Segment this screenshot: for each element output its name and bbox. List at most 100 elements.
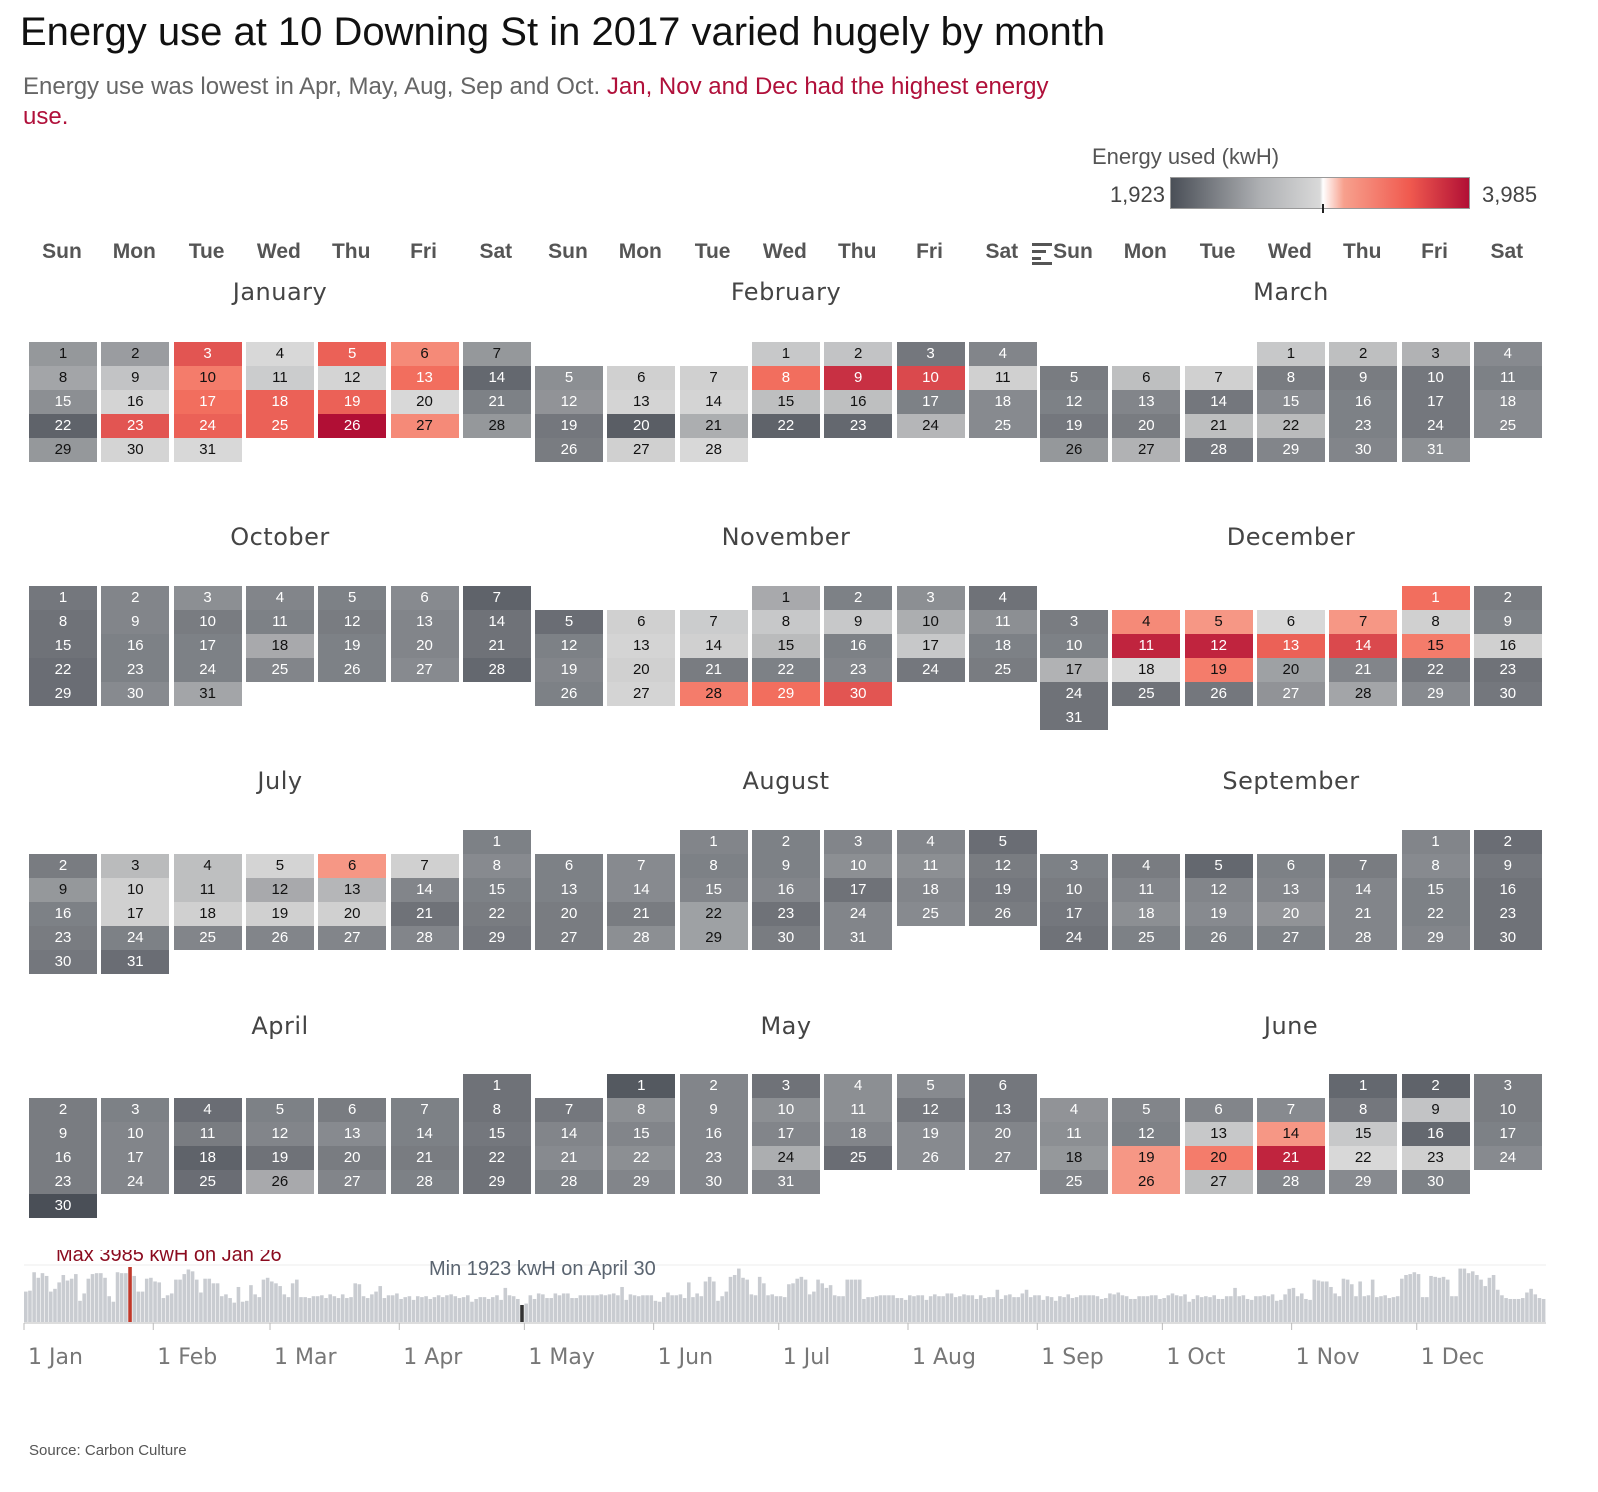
day-cell[interactable]: 4 [1473,342,1542,366]
timeline-bar[interactable] [1358,1281,1362,1322]
timeline-bar[interactable] [136,1291,141,1322]
timeline-bar[interactable] [378,1286,383,1322]
timeline-bar[interactable] [103,1277,107,1322]
day-cell[interactable]: 7 [679,366,748,390]
day-cell[interactable]: 23 [29,1170,97,1194]
timeline-bar[interactable] [645,1295,649,1322]
day-cell[interactable]: 20 [968,1122,1037,1146]
day-cell[interactable]: 15 [1401,878,1470,902]
day-cell[interactable]: 19 [318,634,387,658]
timeline-bar[interactable] [1454,1296,1458,1322]
timeline-bar[interactable] [1408,1274,1412,1322]
day-cell[interactable]: 24 [1401,414,1470,438]
day-cell[interactable]: 15 [607,1122,676,1146]
day-cell[interactable]: 16 [1329,390,1398,414]
timeline-bar[interactable] [566,1293,570,1322]
day-cell[interactable]: 4 [173,854,242,878]
timeline-bar[interactable] [624,1299,629,1322]
day-cell[interactable]: 21 [679,414,748,438]
timeline-bar[interactable] [966,1295,970,1322]
day-cell[interactable]: 23 [824,414,893,438]
timeline-bar[interactable] [1166,1295,1171,1322]
timeline-bar[interactable] [1270,1294,1275,1322]
timeline-bar[interactable] [1208,1297,1212,1322]
timeline-bar[interactable] [403,1297,408,1322]
timeline-bar[interactable] [1237,1296,1241,1322]
day-cell[interactable]: 26 [896,1146,965,1170]
timeline-bar[interactable] [937,1296,941,1322]
timeline-bar[interactable] [236,1286,241,1322]
timeline-bar[interactable] [491,1297,495,1322]
timeline-bar[interactable] [245,1300,249,1322]
timeline-bar[interactable] [295,1279,299,1322]
timeline-bar[interactable] [666,1292,670,1322]
timeline-bar[interactable] [424,1296,428,1322]
day-cell[interactable]: 17 [101,902,170,926]
day-cell[interactable]: 13 [390,366,459,390]
day-cell[interactable]: 11 [173,1122,242,1146]
day-cell[interactable]: 5 [968,830,1037,854]
timeline-bar[interactable] [603,1295,608,1322]
day-cell[interactable]: 25 [1473,414,1542,438]
day-cell[interactable]: 10 [1040,634,1108,658]
day-cell[interactable]: 17 [101,1146,170,1170]
day-cell[interactable]: 5 [1112,1098,1181,1122]
day-cell[interactable]: 9 [29,878,97,902]
timeline-bar[interactable] [1216,1298,1221,1322]
timeline-bar[interactable] [1299,1293,1304,1322]
day-cell[interactable]: 14 [390,878,459,902]
timeline-bar[interactable] [386,1295,391,1322]
timeline-bar[interactable] [24,1291,28,1322]
timeline-bar[interactable] [274,1283,278,1322]
timeline-bar[interactable] [928,1296,933,1322]
day-cell[interactable]: 23 [824,658,893,682]
timeline-bar[interactable] [632,1295,637,1322]
timeline-bar[interactable] [1291,1287,1296,1322]
day-cell[interactable]: 24 [896,414,965,438]
day-cell[interactable]: 4 [173,1098,242,1122]
timeline-bar[interactable] [749,1294,754,1322]
timeline-bar[interactable] [153,1281,157,1322]
day-cell[interactable]: 18 [173,1146,242,1170]
timeline-bar[interactable] [53,1288,57,1322]
timeline-bar[interactable] [1437,1277,1442,1322]
timeline-bar[interactable] [257,1297,262,1322]
day-cell[interactable]: 30 [751,926,820,950]
timeline-bar[interactable] [1053,1300,1058,1322]
timeline-bar[interactable] [774,1296,779,1322]
timeline-bar[interactable] [1508,1298,1513,1322]
day-cell[interactable]: 27 [1112,438,1181,462]
day-cell[interactable]: 18 [896,878,965,902]
timeline-bar[interactable] [549,1298,553,1322]
day-cell[interactable]: 27 [1256,682,1325,706]
day-cell[interactable]: 20 [390,390,459,414]
timeline-bar[interactable] [415,1296,420,1322]
day-cell[interactable]: 19 [245,902,314,926]
timeline-bar[interactable] [857,1279,862,1322]
day-cell[interactable]: 8 [607,1098,676,1122]
day-cell[interactable]: 20 [318,1146,387,1170]
day-cell[interactable]: 16 [824,634,893,658]
day-cell[interactable]: 1 [1401,586,1470,610]
timeline-bar[interactable] [703,1281,708,1322]
timeline-bar[interactable] [1483,1286,1488,1322]
timeline-bar[interactable] [1062,1297,1066,1322]
timeline-bar[interactable] [649,1295,654,1322]
day-cell[interactable]: 28 [462,414,531,438]
day-cell[interactable]: 25 [1112,682,1181,706]
timeline-bar[interactable] [845,1279,850,1322]
day-cell[interactable]: 29 [29,438,97,462]
timeline-bar[interactable] [903,1299,908,1322]
day-cell[interactable]: 17 [1473,1122,1542,1146]
day-cell[interactable]: 12 [535,390,603,414]
sort-descending-icon[interactable] [1032,241,1052,265]
day-cell[interactable]: 17 [173,390,242,414]
timeline-bar[interactable] [1391,1297,1396,1322]
day-cell[interactable]: 20 [1112,414,1181,438]
timeline-bar[interactable] [962,1294,966,1322]
day-cell[interactable]: 21 [1329,902,1398,926]
day-cell[interactable]: 12 [1184,878,1253,902]
timeline-bar[interactable] [1020,1293,1025,1322]
timeline-bar[interactable] [1412,1272,1417,1322]
timeline-bar[interactable] [582,1295,587,1322]
